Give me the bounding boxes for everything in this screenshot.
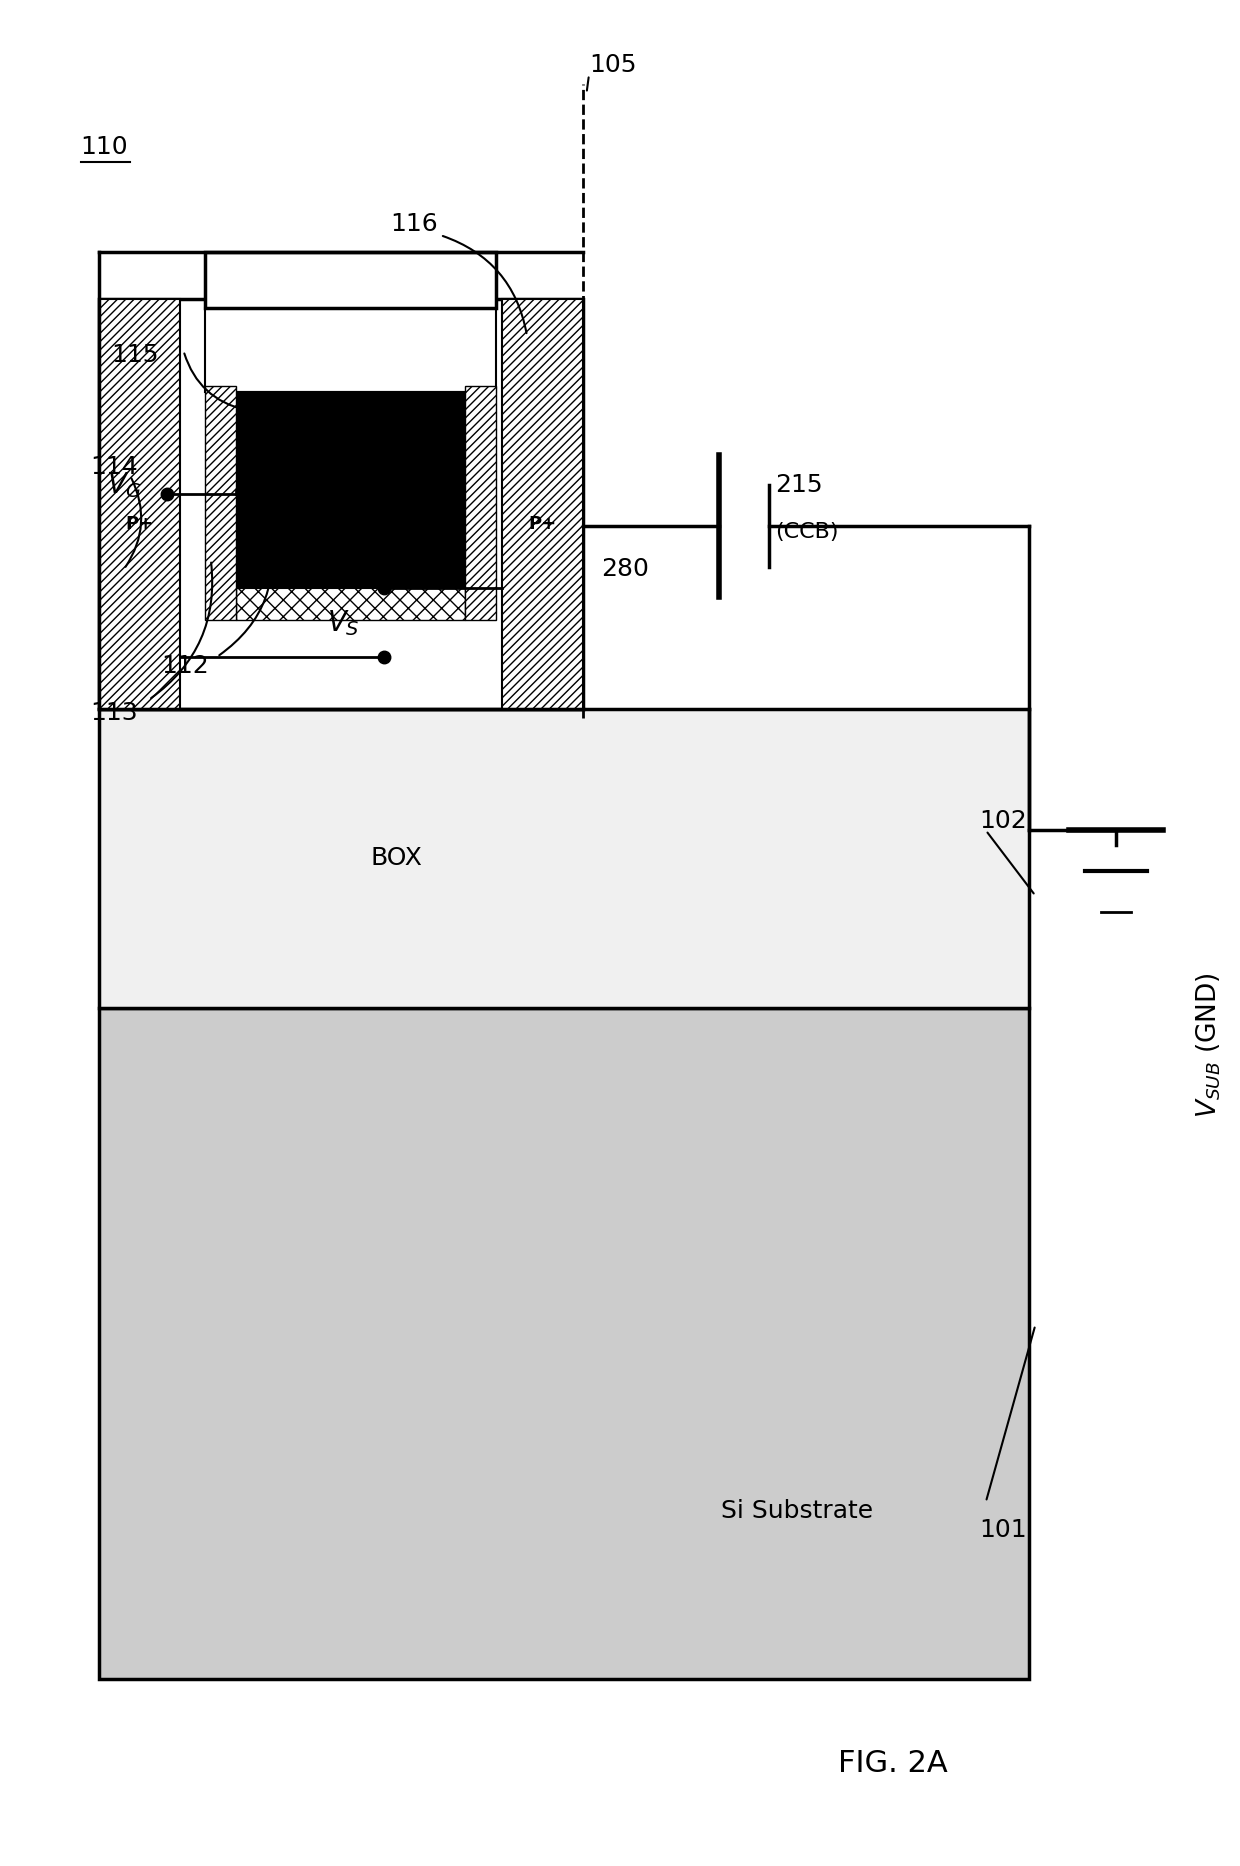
Text: $V_{SUB}$ (GND): $V_{SUB}$ (GND) bbox=[1195, 972, 1223, 1118]
Text: 114: 114 bbox=[91, 455, 139, 478]
Bar bbox=[99, 299, 180, 709]
Text: $V_D$: $V_D$ bbox=[325, 539, 360, 569]
Bar bbox=[205, 386, 236, 620]
Bar bbox=[99, 1008, 1029, 1679]
Text: 113: 113 bbox=[91, 702, 138, 724]
Text: 280: 280 bbox=[601, 558, 650, 580]
Text: Si Substrate: Si Substrate bbox=[720, 1500, 873, 1523]
Text: $V_S$: $V_S$ bbox=[327, 608, 360, 638]
Bar bbox=[465, 386, 496, 620]
Text: 115: 115 bbox=[112, 343, 159, 366]
Bar bbox=[205, 252, 496, 308]
Text: BOX: BOX bbox=[371, 847, 423, 870]
Text: 215: 215 bbox=[775, 474, 822, 496]
Bar bbox=[502, 299, 583, 709]
Bar bbox=[99, 709, 1029, 1008]
Text: 101: 101 bbox=[980, 1519, 1027, 1541]
Text: 110: 110 bbox=[81, 134, 128, 159]
Text: (CCB): (CCB) bbox=[775, 522, 838, 541]
Text: P+: P+ bbox=[528, 515, 557, 534]
Text: 105: 105 bbox=[589, 54, 636, 77]
Text: 112: 112 bbox=[161, 655, 210, 677]
Text: 116: 116 bbox=[391, 213, 439, 235]
Bar bbox=[236, 392, 465, 588]
Text: FIG. 2A: FIG. 2A bbox=[838, 1748, 947, 1778]
Bar bbox=[236, 586, 465, 620]
Text: 102: 102 bbox=[980, 810, 1028, 832]
Bar bbox=[205, 308, 496, 392]
Text: $V_G$: $V_G$ bbox=[108, 470, 143, 500]
Text: P+: P+ bbox=[125, 515, 154, 534]
Bar bbox=[99, 299, 583, 709]
